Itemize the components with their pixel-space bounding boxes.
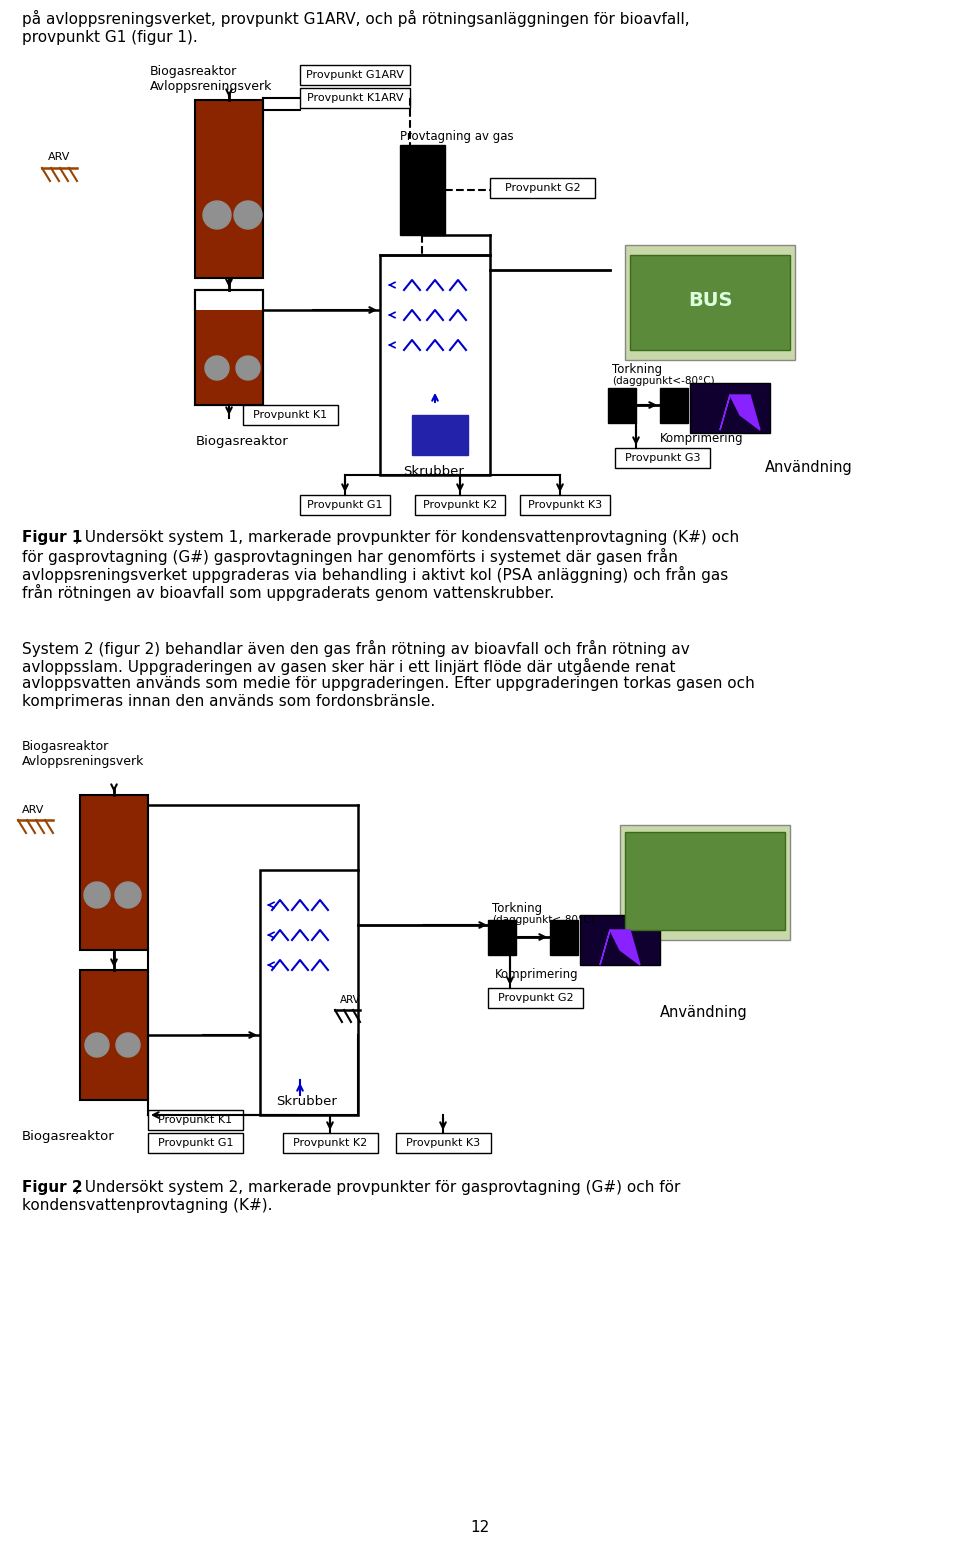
Text: Komprimering: Komprimering: [495, 968, 579, 982]
Bar: [260, 871, 358, 1116]
Text: provpunkt G1 (figur 1).: provpunkt G1 (figur 1).: [22, 29, 198, 45]
Text: Skrubber: Skrubber: [403, 465, 464, 478]
Bar: [300, 65, 410, 85]
Bar: [380, 254, 490, 475]
Text: avloppsslam. Uppgraderingen av gasen sker här i ett linjärt flöde där utgående r: avloppsslam. Uppgraderingen av gasen ske…: [22, 658, 676, 675]
Text: ARV: ARV: [22, 804, 44, 815]
Text: Provtagning av gas: Provtagning av gas: [400, 129, 514, 143]
Circle shape: [203, 200, 231, 230]
Text: avloppsreningsverket uppgraderas via behandling i aktivt kol (PSA anläggning) oc: avloppsreningsverket uppgraderas via beh…: [22, 566, 729, 582]
Bar: [415, 495, 505, 515]
Bar: [148, 1133, 243, 1153]
Text: Provpunkt K2: Provpunkt K2: [294, 1137, 368, 1148]
Bar: [620, 824, 790, 940]
Text: Torkning: Torkning: [612, 364, 662, 376]
Text: avloppsvatten används som medie för uppgraderingen. Efter uppgraderingen torkas : avloppsvatten används som medie för uppg…: [22, 676, 755, 690]
Text: ARV: ARV: [48, 153, 70, 162]
Text: Provpunkt K1: Provpunkt K1: [253, 410, 327, 421]
Text: Provpunkt K1: Provpunkt K1: [158, 1116, 232, 1125]
Text: BUS: BUS: [687, 291, 732, 310]
Bar: [195, 290, 263, 405]
Text: Biogasreaktor: Biogasreaktor: [150, 65, 237, 79]
Text: Skrubber: Skrubber: [276, 1096, 337, 1108]
Text: System 2 (figur 2) behandlar även den gas från rötning av bioavfall och från röt: System 2 (figur 2) behandlar även den ga…: [22, 640, 689, 656]
Text: , Undersökt system 1, markerade provpunkter för kondensvattenprovtagning (K#) oc: , Undersökt system 1, markerade provpunk…: [75, 530, 739, 546]
Bar: [300, 495, 390, 515]
Circle shape: [234, 200, 262, 230]
Text: (daggpunkt<-80°C): (daggpunkt<-80°C): [612, 376, 714, 385]
Circle shape: [205, 356, 229, 381]
Circle shape: [236, 356, 260, 381]
Bar: [300, 88, 410, 108]
Bar: [195, 290, 263, 405]
Text: Provpunkt K1ARV: Provpunkt K1ARV: [307, 92, 403, 103]
Text: Avloppsreningsverk: Avloppsreningsverk: [150, 80, 273, 92]
Circle shape: [115, 881, 141, 908]
Text: Avloppsreningsverk: Avloppsreningsverk: [22, 755, 144, 767]
Bar: [490, 179, 595, 197]
Circle shape: [84, 881, 110, 908]
Bar: [580, 915, 660, 965]
Bar: [625, 245, 795, 361]
Bar: [615, 448, 710, 468]
Text: Biogasreaktor: Biogasreaktor: [22, 1130, 115, 1143]
Bar: [625, 832, 785, 931]
Text: , Undersökt system 2, markerade provpunkter för gasprovtagning (G#) och för: , Undersökt system 2, markerade provpunk…: [75, 1180, 681, 1194]
Bar: [243, 405, 338, 425]
Bar: [488, 988, 583, 1008]
Text: Provpunkt G1: Provpunkt G1: [157, 1137, 233, 1148]
Bar: [660, 388, 688, 422]
Text: Provpunkt G2: Provpunkt G2: [505, 183, 580, 193]
Text: kondensvattenprovtagning (K#).: kondensvattenprovtagning (K#).: [22, 1197, 273, 1213]
Text: Figur 1: Figur 1: [22, 530, 83, 546]
Bar: [550, 920, 578, 955]
Text: 12: 12: [470, 1519, 490, 1535]
Bar: [488, 920, 516, 955]
Bar: [195, 100, 263, 277]
Text: Provpunkt K3: Provpunkt K3: [528, 499, 602, 510]
Bar: [400, 145, 445, 234]
Text: Användning: Användning: [765, 461, 852, 475]
Text: Användning: Användning: [660, 1005, 748, 1020]
Bar: [630, 254, 790, 350]
Text: Provpunkt G1ARV: Provpunkt G1ARV: [306, 69, 404, 80]
Text: Provpunkt K3: Provpunkt K3: [406, 1137, 481, 1148]
Text: Provpunkt K2: Provpunkt K2: [422, 499, 497, 510]
Text: Komprimering: Komprimering: [660, 431, 744, 445]
Bar: [520, 495, 610, 515]
Text: Provpunkt G3: Provpunkt G3: [625, 453, 700, 462]
Bar: [412, 415, 468, 455]
Text: Biogasreaktor: Biogasreaktor: [196, 435, 289, 448]
Circle shape: [85, 1032, 109, 1057]
Text: Figur 2: Figur 2: [22, 1180, 83, 1194]
Bar: [283, 1133, 378, 1153]
Circle shape: [116, 1032, 140, 1057]
Text: Provpunkt G1: Provpunkt G1: [307, 499, 383, 510]
Text: komprimeras innan den används som fordonsbränsle.: komprimeras innan den används som fordon…: [22, 693, 435, 709]
Bar: [195, 310, 263, 405]
Bar: [80, 969, 148, 1100]
Bar: [396, 1133, 491, 1153]
Text: för gasprovtagning (G#) gasprovtagningen har genomförts i systemet där gasen frå: för gasprovtagning (G#) gasprovtagningen…: [22, 549, 678, 566]
Text: på avloppsreningsverket, provpunkt G1ARV, och på rötningsanläggningen för bioavf: på avloppsreningsverket, provpunkt G1ARV…: [22, 9, 689, 28]
Polygon shape: [600, 931, 640, 965]
Bar: [148, 1110, 243, 1130]
Text: Biogasreaktor: Biogasreaktor: [22, 740, 109, 754]
Text: Provpunkt G2: Provpunkt G2: [497, 992, 573, 1003]
Text: ARV: ARV: [340, 995, 361, 1005]
Text: (daggpunkt<-80°C): (daggpunkt<-80°C): [492, 915, 594, 925]
Text: Torkning: Torkning: [492, 901, 542, 915]
Text: från rötningen av bioavfall som uppgraderats genom vattenskrubber.: från rötningen av bioavfall som uppgrade…: [22, 584, 554, 601]
Polygon shape: [720, 394, 760, 430]
Bar: [80, 795, 148, 949]
Bar: [690, 384, 770, 433]
Bar: [608, 388, 636, 422]
